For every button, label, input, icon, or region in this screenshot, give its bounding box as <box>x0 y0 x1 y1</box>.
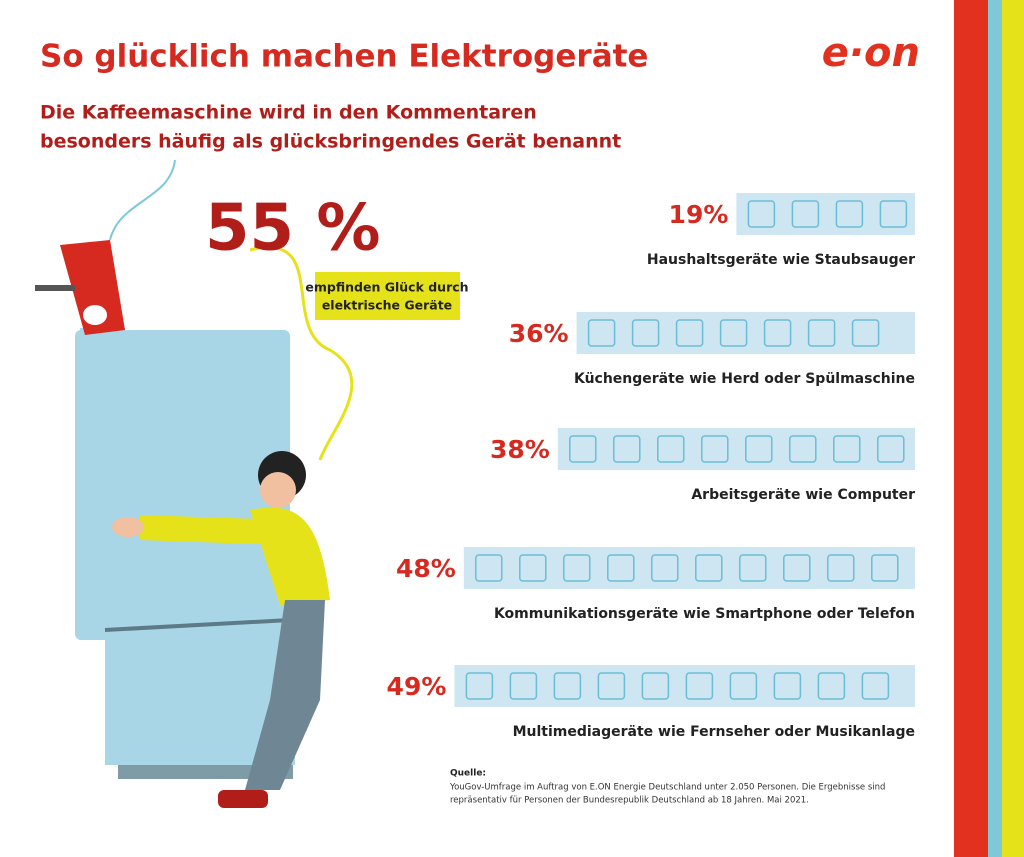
bar-icon <box>685 672 714 700</box>
source-text: repräsentativ für Personen der Bundesrep… <box>450 796 809 806</box>
bar-icon <box>817 672 846 700</box>
bar <box>454 665 915 707</box>
bar-icon <box>613 435 641 463</box>
bar-icon <box>675 319 704 347</box>
bar-icon <box>597 672 626 700</box>
bar-icon <box>783 554 811 582</box>
bar-icon <box>879 200 908 228</box>
bar-icon <box>747 200 776 228</box>
bar-icon <box>871 554 899 582</box>
bar-icon <box>587 319 616 347</box>
bar-icon <box>509 672 538 700</box>
highlight-box <box>315 272 460 320</box>
stripe-yellow <box>1002 0 1024 857</box>
bar-icon <box>701 435 729 463</box>
bar-icon <box>651 554 679 582</box>
bar <box>557 428 915 470</box>
bar-icon <box>763 319 792 347</box>
bar-icon <box>569 435 597 463</box>
bar-icon <box>657 435 685 463</box>
category-label: Multimediageräte wie Fernseher oder Musi… <box>513 724 915 740</box>
value-label: 36% <box>509 319 569 348</box>
bar-icon <box>791 200 820 228</box>
bar-icon <box>631 319 660 347</box>
stripe-blue <box>988 0 1002 857</box>
value-label: 48% <box>396 554 456 583</box>
bar-icon <box>563 554 591 582</box>
bar-icon <box>729 672 758 700</box>
bar-icon <box>745 435 773 463</box>
bar-icon <box>475 554 503 582</box>
bar-icon <box>877 435 905 463</box>
subtitle: besonders häufig als glücksbringendes Ge… <box>40 131 621 153</box>
value-label: 38% <box>490 435 550 464</box>
bar <box>463 547 915 589</box>
bar-icon <box>465 672 494 700</box>
category-label: Haushaltsgeräte wie Staubsauger <box>647 252 915 268</box>
bar-icon <box>773 672 802 700</box>
bar <box>736 193 915 235</box>
highlight-text: empfinden Glück durch <box>305 280 468 295</box>
bar-icon <box>607 554 635 582</box>
bar-icon <box>861 672 890 700</box>
bar-icon <box>695 554 723 582</box>
bar-icon <box>835 200 864 228</box>
title: So glücklich machen Elektrogeräte <box>40 39 648 75</box>
category-label: Kommunikationsgeräte wie Smartphone oder… <box>494 606 915 622</box>
bar-icon <box>641 672 670 700</box>
bar-icon <box>739 554 767 582</box>
bar-icon <box>553 672 582 700</box>
bar-icon <box>807 319 836 347</box>
bar-icon <box>833 435 861 463</box>
highlight-value: 55 % <box>205 192 380 266</box>
subtitle: Die Kaffeemaschine wird in den Kommentar… <box>40 102 537 124</box>
bar-icon <box>851 319 880 347</box>
category-label: Küchengeräte wie Herd oder Spülmaschine <box>574 371 915 387</box>
bar-icon <box>719 319 748 347</box>
bar-icon <box>789 435 817 463</box>
bar-icon <box>519 554 547 582</box>
value-label: 49% <box>387 672 447 701</box>
bar-icon <box>827 554 855 582</box>
source-text: YouGov-Umfrage im Auftrag von E.ON Energ… <box>449 783 885 793</box>
highlight-text: elektrische Geräte <box>322 298 452 313</box>
stripe-red <box>954 0 988 857</box>
bar <box>576 312 915 354</box>
value-label: 19% <box>669 200 729 229</box>
logo: e·on <box>822 30 920 76</box>
source-label: Quelle: <box>450 769 486 779</box>
illustration <box>35 159 354 808</box>
category-label: Arbeitsgeräte wie Computer <box>691 487 915 503</box>
